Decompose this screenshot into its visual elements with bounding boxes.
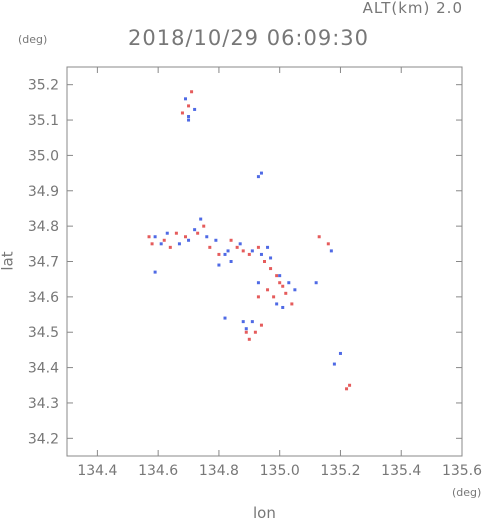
data-point — [284, 291, 288, 295]
data-point — [314, 281, 318, 285]
data-point — [253, 330, 257, 334]
data-point — [269, 256, 273, 260]
data-point — [266, 288, 270, 292]
data-point — [187, 118, 191, 122]
x-tick-label: 135.4 — [381, 463, 421, 479]
y-tick-label: 34.7 — [28, 255, 59, 271]
data-point — [184, 235, 187, 239]
data-point — [238, 242, 242, 246]
data-point — [229, 238, 233, 242]
data-point — [272, 295, 276, 299]
data-point — [244, 330, 248, 334]
data-point — [275, 274, 279, 278]
data-point — [263, 260, 266, 263]
data-point — [250, 249, 254, 253]
data-point — [187, 115, 191, 119]
data-point — [184, 97, 187, 101]
data-point — [205, 235, 209, 239]
data-point — [256, 175, 260, 179]
data-point — [187, 238, 191, 242]
data-point — [256, 245, 260, 249]
data-point — [226, 249, 230, 253]
data-point — [244, 327, 248, 331]
data-point — [329, 249, 333, 253]
y-tick-label: 34.3 — [28, 396, 59, 412]
y-tick-label: 35.0 — [28, 148, 59, 164]
data-point — [202, 224, 206, 228]
data-point — [187, 104, 191, 108]
data-point — [235, 245, 239, 249]
data-point — [250, 320, 254, 324]
data-point — [332, 362, 336, 366]
data-point — [278, 281, 282, 285]
data-point — [217, 252, 221, 256]
x-axis-unit: (deg) — [452, 486, 482, 499]
data-point — [162, 238, 166, 242]
data-point — [180, 111, 184, 115]
data-point — [326, 242, 330, 246]
data-point — [153, 235, 157, 239]
data-point — [290, 302, 294, 306]
data-point — [159, 242, 163, 246]
data-point — [153, 270, 157, 274]
y-tick-label: 35.1 — [28, 113, 59, 129]
x-tick-label: 135.2 — [320, 463, 360, 479]
x-axis-label: lon — [253, 504, 276, 522]
data-point — [193, 228, 197, 232]
data-point — [214, 238, 218, 242]
data-point — [293, 288, 297, 292]
data-point — [223, 316, 227, 320]
data-point — [281, 305, 285, 309]
data-point — [259, 171, 263, 175]
data-point — [259, 252, 263, 256]
data-point — [199, 217, 203, 221]
x-tick-label: 134.4 — [77, 463, 117, 479]
data-point — [281, 284, 285, 288]
data-point — [174, 231, 178, 235]
data-point — [208, 245, 212, 249]
y-tick-label: 34.6 — [28, 290, 59, 306]
data-point — [317, 235, 321, 239]
data-point — [196, 231, 200, 235]
data-point — [177, 242, 181, 246]
y-tick-label: 34.4 — [28, 361, 59, 377]
data-point — [247, 252, 251, 256]
data-point — [223, 252, 227, 256]
y-tick-label: 34.8 — [28, 219, 59, 235]
data-point — [256, 295, 260, 299]
y-tick-label: 35.2 — [28, 78, 59, 94]
data-point — [241, 249, 245, 253]
data-point — [190, 90, 194, 94]
data-point — [259, 323, 263, 327]
chart-title: 2018/10/29 06:09:30 — [128, 26, 370, 50]
data-point — [150, 242, 154, 246]
data-point — [266, 245, 270, 249]
data-point — [275, 302, 279, 306]
y-tick-label: 34.5 — [28, 325, 59, 341]
data-point — [217, 263, 221, 267]
y-tick-label: 34.2 — [28, 431, 59, 447]
data-point — [229, 260, 233, 263]
data-point — [247, 337, 251, 341]
data-point — [147, 235, 151, 239]
x-tick-label: 134.6 — [138, 463, 178, 479]
data-point — [269, 267, 273, 271]
data-point — [256, 281, 260, 285]
data-point — [345, 387, 349, 391]
x-tick-label: 134.8 — [199, 463, 239, 479]
altitude-label: ALT(km) 2.0 — [362, 0, 463, 17]
x-tick-label: 135.0 — [260, 463, 300, 479]
data-point — [338, 351, 342, 355]
data-point — [241, 320, 245, 324]
data-point — [193, 107, 197, 111]
x-tick-label: 135.6 — [442, 463, 482, 479]
y-axis-unit: (deg) — [18, 33, 48, 46]
data-point — [348, 383, 352, 387]
data-point — [168, 245, 172, 249]
data-point — [287, 281, 291, 285]
data-point — [165, 231, 169, 235]
y-tick-label: 34.9 — [28, 184, 59, 200]
data-point — [278, 274, 282, 278]
